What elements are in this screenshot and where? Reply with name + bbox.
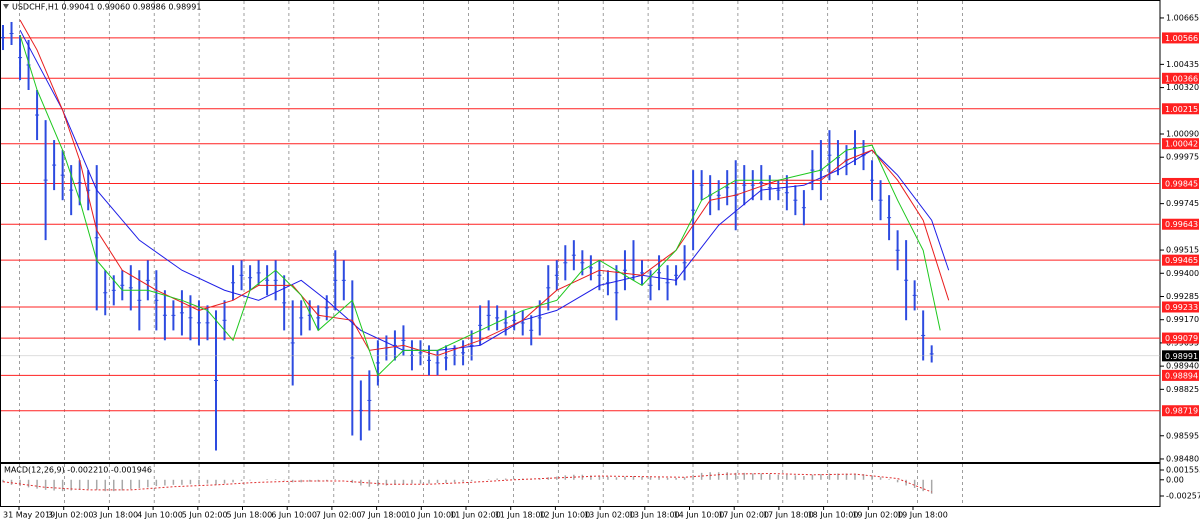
- y-tick-label: 0.98825: [1166, 385, 1199, 394]
- level-label: 0.99079: [1165, 334, 1198, 343]
- y-tick-label: 1.00435: [1166, 60, 1199, 69]
- x-tick-label: 18 Jun 10:00: [808, 511, 859, 520]
- level-label-box: [1162, 301, 1199, 313]
- y-tick-label: 0.99285: [1166, 292, 1199, 301]
- level-label: 0.99465: [1165, 256, 1198, 265]
- x-tick-label: 7 Jun 18:00: [361, 511, 407, 520]
- x-tick-label: 7 Jun 02:00: [316, 511, 362, 520]
- y-tick-label: 0.99400: [1166, 269, 1199, 278]
- level-label: 1.00042: [1165, 140, 1198, 149]
- y-tick-label: 0.98940: [1166, 362, 1199, 371]
- level-label: 0.99233: [1165, 303, 1198, 312]
- main-frame: [0, 0, 1161, 463]
- last-price-label: 0.98991: [1165, 352, 1198, 361]
- x-tick-label: 5 Jun 02:00: [182, 511, 228, 520]
- macd-title: MACD(12,26,9) -0.002210 -0.001946: [4, 466, 152, 475]
- y-tick-label: 1.00090: [1166, 130, 1199, 139]
- x-tick-label: 10 Jun 10:00: [405, 511, 456, 520]
- y-tick-label: 0.98480: [1166, 454, 1199, 463]
- x-tick-label: 13 Jun 02:00: [584, 511, 635, 520]
- moving-average: [19, 19, 950, 356]
- x-tick-label: 31 May 2019: [3, 511, 55, 520]
- x-tick-label: 3 Jun 18:00: [92, 511, 138, 520]
- y-tick-label: 0.99745: [1166, 199, 1199, 208]
- level-label: 1.00215: [1165, 105, 1198, 114]
- level-label: 1.00566: [1165, 34, 1198, 43]
- x-tick-label: 5 Jun 18:00: [227, 511, 273, 520]
- x-tick-label: 12 Jun 10:00: [539, 511, 590, 520]
- y-tick-label: 0.001553: [1166, 466, 1200, 475]
- level-label-box: [1162, 103, 1199, 115]
- macd-frame: [0, 463, 1161, 507]
- level-label-box: [1162, 254, 1199, 266]
- y-tick-label: 0.00: [1166, 475, 1184, 484]
- level-label-box: [1162, 369, 1199, 381]
- vertical-grid: [19, 1, 963, 506]
- x-tick-label: 11 Jun 18:00: [495, 511, 546, 520]
- level-label-box: [1162, 405, 1199, 417]
- y-tick-label: -0.002571: [1166, 492, 1200, 501]
- x-tick-label: 17 Jun 18:00: [763, 511, 814, 520]
- y-tick-label: 0.99170: [1166, 315, 1199, 324]
- last-price-box: [1162, 350, 1199, 362]
- macd-signal: [2, 472, 932, 493]
- x-tick-label: 19 Jun 02:00: [852, 511, 903, 520]
- y-tick-label: 0.99515: [1166, 246, 1199, 255]
- level-label-box: [1162, 218, 1199, 230]
- level-label: 0.98719: [1165, 407, 1198, 416]
- y-tick-label: 0.98595: [1166, 431, 1199, 440]
- x-tick-label: 11 Jun 02:00: [450, 511, 501, 520]
- x-tick-label: 6 Jun 10:00: [271, 511, 317, 520]
- level-label-box: [1162, 72, 1199, 84]
- level-label: 0.98894: [1165, 371, 1198, 380]
- x-tick-label: 19 Jun 18:00: [897, 511, 948, 520]
- y-tick-label: 1.00665: [1166, 13, 1199, 22]
- x-tick-label: 14 Jun 10:00: [674, 511, 725, 520]
- level-label-box: [1162, 332, 1199, 344]
- moving-average: [19, 29, 950, 351]
- y-tick-label: 1.00320: [1166, 83, 1199, 92]
- collapse-icon[interactable]: [3, 4, 9, 9]
- level-label-box: [1162, 32, 1199, 44]
- level-label: 1.00366: [1165, 74, 1198, 83]
- level-label-box: [1162, 177, 1199, 189]
- y-tick-label: 0.99975: [1166, 153, 1199, 162]
- chart-header: USDCHF,H1 0.99041 0.99060 0.98986 0.9899…: [12, 3, 201, 12]
- level-label: 0.99845: [1165, 179, 1198, 188]
- x-tick-label: 4 Jun 10:00: [137, 511, 183, 520]
- level-label: 0.99643: [1165, 220, 1198, 229]
- x-tick-label: 17 Jun 02:00: [718, 511, 769, 520]
- level-label-box: [1162, 138, 1199, 150]
- x-tick-label: 13 Jun 18:00: [629, 511, 680, 520]
- x-tick-label: 3 Jun 02:00: [48, 511, 94, 520]
- moving-average: [19, 34, 941, 377]
